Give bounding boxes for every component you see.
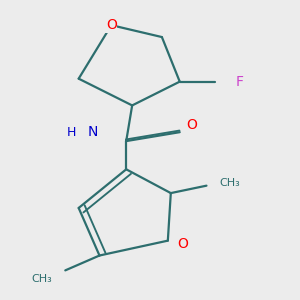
Text: O: O [106, 18, 117, 32]
Text: CH₃: CH₃ [220, 178, 241, 188]
Text: H: H [67, 126, 76, 139]
Text: F: F [235, 75, 243, 88]
Text: CH₃: CH₃ [31, 274, 52, 284]
Text: O: O [186, 118, 197, 132]
Text: N: N [88, 125, 98, 139]
Text: O: O [177, 237, 188, 250]
